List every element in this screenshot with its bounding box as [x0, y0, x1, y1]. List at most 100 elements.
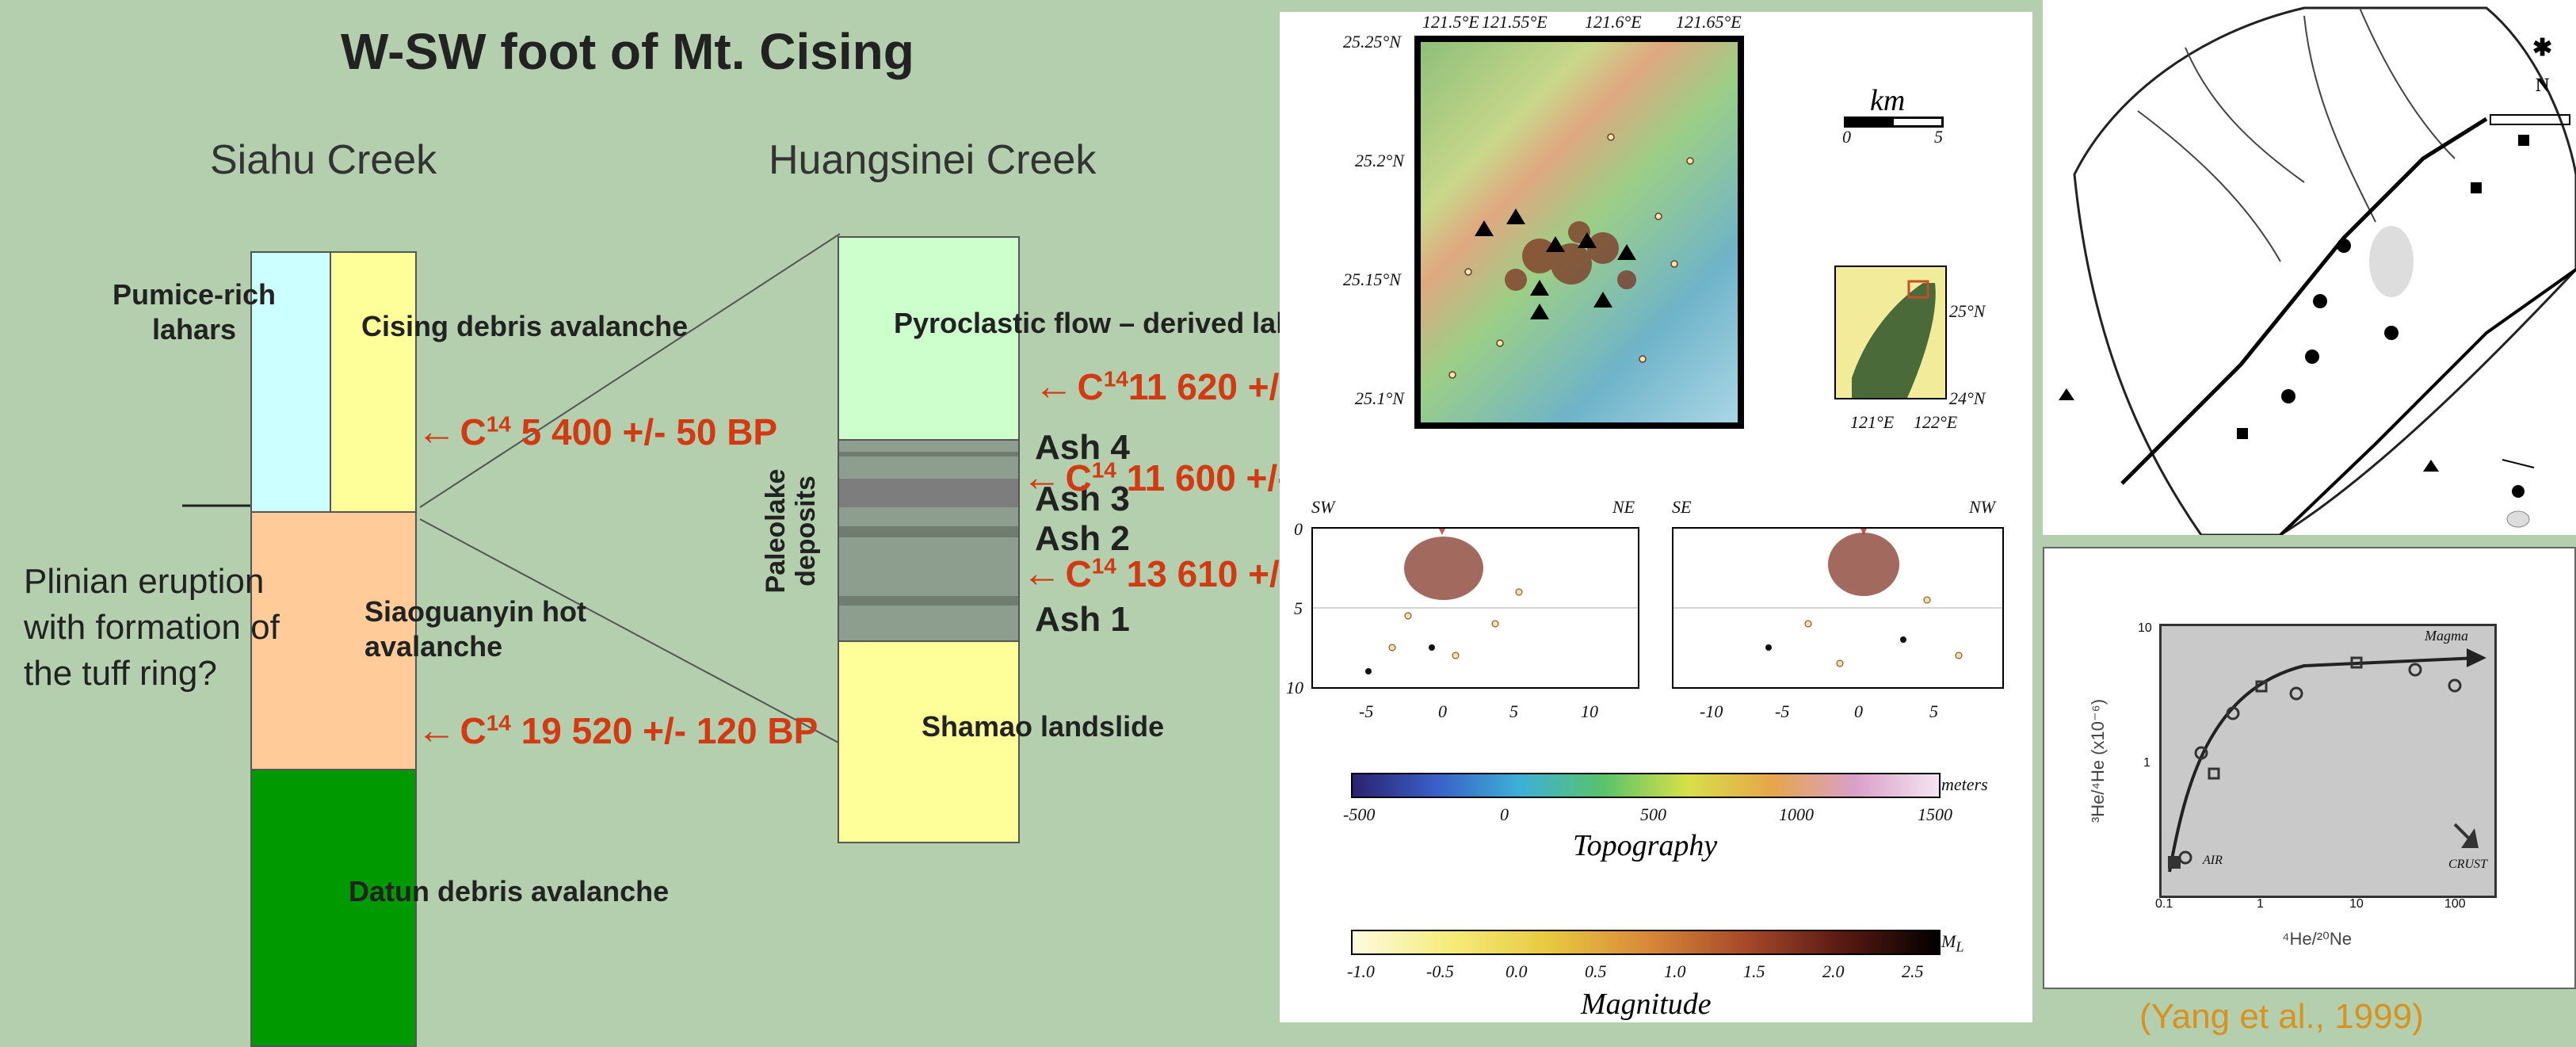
mag-tick: 1.0 [1664, 961, 1686, 981]
left-arrow-icon: ← [1022, 455, 1062, 499]
page-title: W-SW foot of Mt. Cising [341, 23, 914, 80]
lon-label: 121.55°E [1482, 12, 1548, 32]
citation: (Yang et al., 1999) [2139, 997, 2424, 1036]
topography-colorbar [1351, 773, 1941, 798]
svg-text:✱: ✱ [2532, 35, 2552, 61]
scale-unit: km [1870, 84, 1906, 117]
dir-label: NW [1969, 497, 1995, 517]
pumice-label: Pumice-rich lahars [112, 278, 277, 346]
helium-plot-area [2159, 624, 2497, 898]
inset-lat: 25°N [1949, 301, 1986, 321]
plinian-note: Plinian eruption with formation of the t… [24, 562, 280, 693]
helium-ylabel: ³He/⁴He (x10⁻⁶) [2088, 698, 2109, 823]
topo-tick: 1000 [1779, 804, 1814, 824]
topography-unit: meters [1941, 774, 1988, 794]
dir-label: SE [1672, 497, 1692, 517]
siaoguanyin-unit [250, 511, 417, 771]
dir-label: NE [1612, 497, 1635, 517]
inset-lat: 24°N [1949, 388, 1986, 408]
x-tick: -10 [1700, 701, 1723, 721]
fault-map-drawing: ✱ N [2059, 6, 2576, 537]
helium-ratio-plot: Magma CRUST AIR 10 1 0.1 1 10 100 ⁴He/²⁰… [2043, 547, 2576, 989]
lat-label: 25.25°N [1343, 32, 1401, 52]
topo-tick: 1500 [1918, 804, 1952, 824]
inset-lon: 122°E [1914, 412, 1958, 432]
y-tick: 5 [1294, 598, 1303, 618]
huangsinei-creek-heading: Huangsinei Creek [769, 137, 1097, 183]
mag-tick: 0.5 [1585, 961, 1607, 981]
paleolake-unit [838, 439, 1020, 642]
magnitude-colorbar [1351, 930, 1941, 955]
left-arrow-icon: ← [1022, 551, 1062, 595]
x-tick: 5 [1509, 701, 1518, 721]
mag-tick: -0.5 [1426, 961, 1454, 981]
section-se-nw [1672, 522, 2004, 689]
he-x-tick: 10 [2349, 897, 2364, 911]
he-x-tick: 1 [2257, 897, 2264, 911]
lat-label: 25.15°N [1343, 269, 1401, 289]
x-tick: 0 [1854, 701, 1863, 721]
topography-title: Topography [1573, 829, 1718, 862]
x-tick: 0 [1438, 701, 1447, 721]
x-tick: -5 [1359, 701, 1374, 721]
section-sw-ne [1311, 522, 1639, 689]
mag-tick: 0.0 [1506, 961, 1528, 981]
lon-label: 121.5°E [1422, 12, 1479, 32]
magnitude-unit: ML [1941, 931, 1964, 955]
scale-bar [1844, 117, 1944, 128]
siaoguanyin-label: Siaoguanyin hot avalanche [364, 595, 587, 663]
y-tick: 0 [1294, 519, 1303, 539]
pyroclastic-lahar-unit [838, 236, 1020, 441]
topo-tick: 0 [1500, 804, 1509, 824]
lat-label: 25.2°N [1355, 151, 1404, 170]
left-arrow-icon: ← [1034, 364, 1074, 408]
topo-tick: 500 [1640, 804, 1666, 824]
helium-xlabel: ⁴He/²⁰Ne [2282, 929, 2352, 949]
mag-tick: -1.0 [1347, 961, 1375, 981]
ash-2-label: Ash 2 [1035, 519, 1130, 558]
date-5400: ← C14 5 400 +/- 50 BP [417, 409, 778, 453]
he-y-tick: 1 [2143, 756, 2150, 770]
siahu-creek-heading: Siahu Creek [210, 137, 437, 183]
mag-tick: 2.0 [1822, 961, 1845, 981]
ash-3-label: Ash 3 [1035, 480, 1130, 518]
geologic-map: ✱ N [2043, 0, 2576, 537]
seismicity-figure: 121.5°E 121.55°E 121.6°E 121.65°E 25.25°… [1280, 12, 2032, 1022]
scale-min: 0 [1842, 127, 1851, 147]
topo-tick: -500 [1343, 804, 1376, 824]
datun-label: Datun debris avalanche [349, 875, 670, 908]
epicenter-points [1448, 133, 1694, 379]
mag-tick: 1.5 [1743, 961, 1765, 981]
ash-1-label: Ash 1 [1035, 600, 1130, 639]
datun-unit [250, 769, 417, 1047]
lat-label: 25.1°N [1355, 388, 1404, 408]
y-tick: 10 [1286, 678, 1303, 697]
lon-label: 121.6°E [1585, 12, 1642, 32]
date-19520: ← C14 19 520 +/- 120 BP [417, 708, 819, 752]
taiwan-inset-map [1834, 266, 1947, 399]
magnitude-title: Magnitude [1581, 988, 1712, 1021]
topography-map [1414, 36, 1744, 429]
x-tick: 5 [1929, 701, 1938, 721]
ash-4-label: Ash 4 [1035, 428, 1130, 467]
x-tick: -5 [1775, 701, 1790, 721]
left-arrow-icon: ← [417, 708, 456, 752]
cising-debris-unit [330, 251, 417, 513]
mag-tick: 2.5 [1902, 961, 1924, 981]
he-y-tick: 10 [2138, 621, 2152, 635]
lon-label: 121.65°E [1676, 12, 1742, 32]
shamao-unit [838, 640, 1020, 843]
he-x-tick: 0.1 [2155, 897, 2173, 911]
crust-label: CRUST [2448, 858, 2487, 871]
cising-label: Cising debris avalanche [361, 310, 689, 342]
pyroclastic-label: Pyroclastic flow – derived lahar [894, 307, 1321, 339]
he-x-tick: 100 [2444, 897, 2466, 911]
air-label: AIR [2203, 854, 2223, 867]
scale-max: 5 [1934, 127, 1943, 147]
x-tick: 10 [1581, 701, 1598, 721]
dir-label: SW [1311, 497, 1335, 517]
shamao-label: Shamao landslide [922, 710, 1165, 743]
left-arrow-icon: ← [417, 409, 456, 453]
magma-label: Magma [2425, 628, 2468, 644]
inset-lon: 121°E [1850, 412, 1895, 432]
